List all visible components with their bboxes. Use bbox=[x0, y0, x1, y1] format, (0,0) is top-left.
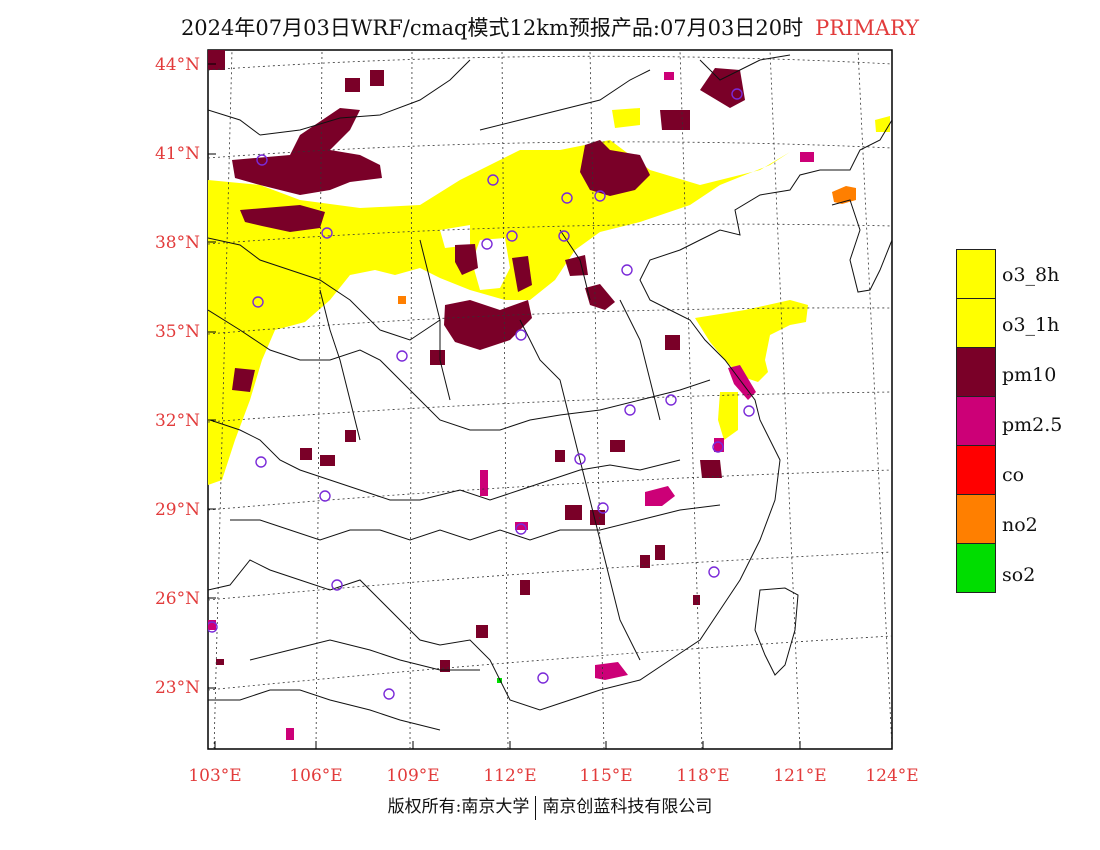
graticule bbox=[208, 50, 892, 749]
lon-label-115: 115°E bbox=[579, 766, 633, 786]
copyright-right: 南京创蓝科技有限公司 bbox=[542, 797, 713, 817]
lat-label-32: 32°N bbox=[154, 411, 200, 431]
legend-swatch-o3-8h bbox=[956, 249, 996, 298]
so2-areas bbox=[497, 678, 502, 683]
copyright-left: 版权所有:南京大学 bbox=[387, 797, 530, 817]
legend-swatch-co bbox=[956, 445, 996, 494]
lat-label-23: 23°N bbox=[154, 678, 200, 698]
lon-label-103: 103°E bbox=[188, 766, 242, 786]
pm10-areas bbox=[208, 50, 745, 672]
legend-label-o3-1h: o3_1h bbox=[1002, 314, 1060, 336]
lon-label-118: 118°E bbox=[676, 766, 730, 786]
legend-swatch-pm25 bbox=[956, 396, 996, 445]
lat-label-26: 26°N bbox=[154, 589, 200, 609]
legend-label-o3-8h: o3_8h bbox=[1002, 264, 1060, 286]
station-markers bbox=[208, 88, 755, 700]
legend-label-pm25: pm2.5 bbox=[1002, 414, 1063, 436]
lat-label-41: 41°N bbox=[154, 144, 200, 164]
legend-swatch-no2 bbox=[956, 494, 996, 543]
legend-swatch-so2 bbox=[956, 543, 996, 593]
primary-tag: PRIMARY bbox=[815, 16, 920, 40]
legend-label-no2: no2 bbox=[1002, 514, 1038, 536]
boundaries bbox=[208, 54, 892, 731]
legend-label-co: co bbox=[1002, 464, 1025, 486]
lon-label-106: 106°E bbox=[289, 766, 343, 786]
legend-swatch-pm10 bbox=[956, 347, 996, 396]
lon-label-112: 112°E bbox=[483, 766, 537, 786]
lat-label-38: 38°N bbox=[154, 233, 200, 253]
title-text: 2024年07月03日WRF/cmaq模式12km预报产品:07月03日20时 bbox=[180, 16, 804, 40]
lat-label-29: 29°N bbox=[154, 500, 200, 520]
legend-label-so2: so2 bbox=[1002, 564, 1036, 586]
axis-ticks bbox=[208, 63, 893, 749]
lon-label-109: 109°E bbox=[386, 766, 440, 786]
map-title: 2024年07月03日WRF/cmaq模式12km预报产品:07月03日20时 P… bbox=[0, 12, 1100, 42]
lat-label-35: 35°N bbox=[154, 322, 200, 342]
legend bbox=[956, 249, 1000, 593]
lat-label-44: 44°N bbox=[154, 55, 200, 75]
lon-label-121: 121°E bbox=[773, 766, 827, 786]
legend-swatch-o3-1h bbox=[956, 298, 996, 347]
copyright: 版权所有:南京大学 南京创蓝科技有限公司 bbox=[0, 792, 1100, 820]
o3-areas bbox=[208, 108, 890, 485]
lon-label-124: 124°E bbox=[865, 766, 919, 786]
legend-label-pm10: pm10 bbox=[1002, 364, 1057, 386]
copyright-divider bbox=[535, 795, 537, 820]
